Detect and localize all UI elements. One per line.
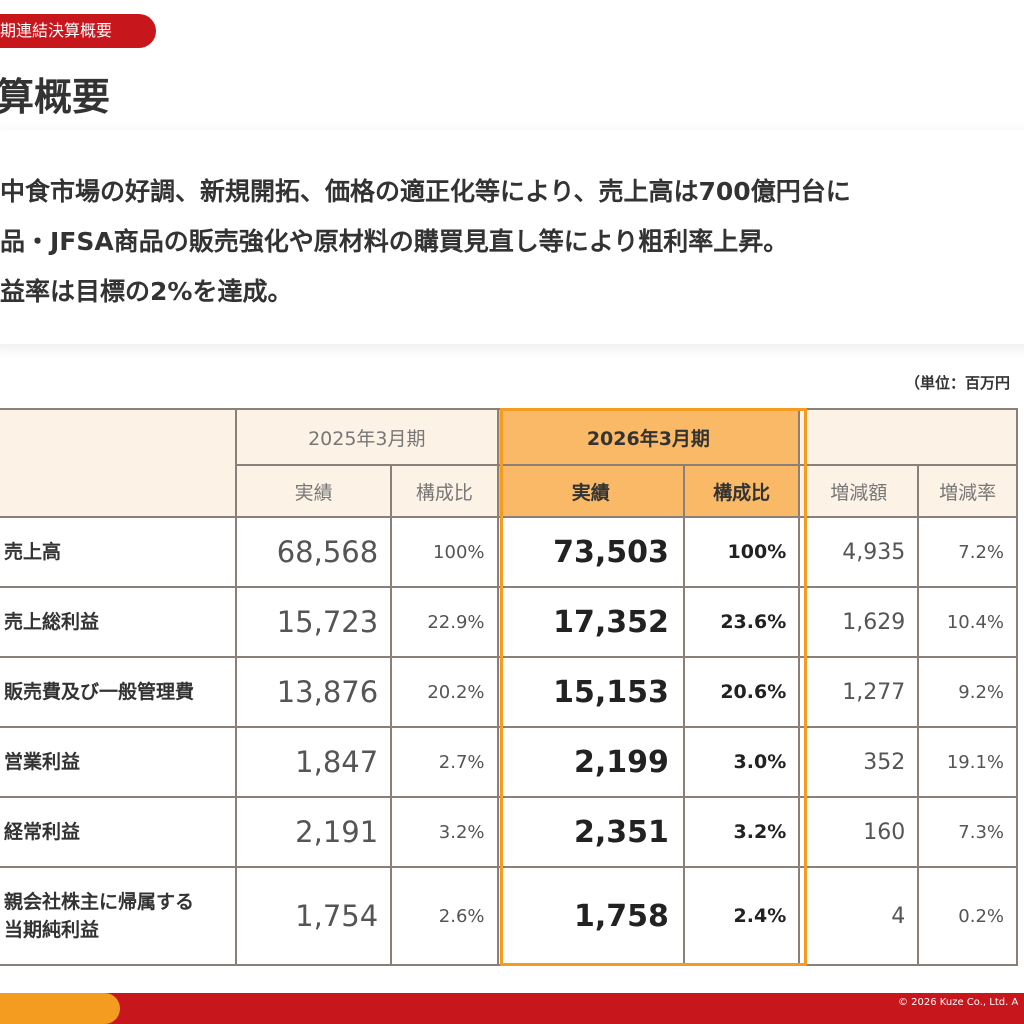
cur-actual: 73,503 bbox=[496, 516, 685, 588]
cur-actual: 1,758 bbox=[496, 866, 685, 966]
table-row: 親会社株主に帰属する 当期純利益 1,754 2.6% 1,758 2.4% 4… bbox=[0, 866, 1018, 966]
diff-rate: 7.2% bbox=[917, 516, 1018, 588]
row-label: 親会社株主に帰属する 当期純利益 bbox=[0, 866, 238, 966]
diff-amount: 4 bbox=[798, 866, 920, 966]
table-row: 販売費及び一般管理費 13,876 20.2% 15,153 20.6% 1,2… bbox=[0, 656, 1018, 728]
row-label-line-2: 当期純利益 bbox=[4, 919, 100, 941]
diff-rate: 19.1% bbox=[917, 726, 1018, 798]
prev-ratio: 100% bbox=[390, 516, 499, 588]
diff-amount: 1,629 bbox=[798, 586, 920, 658]
prev-ratio: 20.2% bbox=[390, 656, 499, 728]
prev-actual: 2,191 bbox=[235, 796, 393, 868]
copyright-text: © 2026 Kuze Co., Ltd. A bbox=[898, 997, 1019, 1008]
header-prev-actual: 実績 bbox=[235, 464, 393, 518]
diff-amount: 1,277 bbox=[798, 656, 920, 728]
summary-line-2: 品・JFSA商品の販売強化や原材料の購買見直し等により粗利率上昇。 bbox=[0, 227, 789, 256]
prev-ratio: 3.2% bbox=[390, 796, 499, 868]
row-label: 営業利益 bbox=[0, 726, 238, 798]
table-row: 経常利益 2,191 3.2% 2,351 3.2% 160 7.3% bbox=[0, 796, 1018, 868]
header-cur-actual: 実績 bbox=[496, 464, 685, 518]
cur-ratio: 2.4% bbox=[682, 866, 801, 966]
table-row: 営業利益 1,847 2.7% 2,199 3.0% 352 19.1% bbox=[0, 726, 1018, 798]
header-diff: 増減額 bbox=[798, 464, 920, 518]
row-label: 経常利益 bbox=[0, 796, 238, 868]
cur-actual: 15,153 bbox=[496, 656, 685, 728]
row-label: 販売費及び一般管理費 bbox=[0, 656, 238, 728]
summary-line-3: 益率は目標の2%を達成。 bbox=[0, 277, 293, 306]
prev-ratio: 2.7% bbox=[390, 726, 499, 798]
header-change bbox=[798, 408, 1018, 466]
diff-rate: 9.2% bbox=[917, 656, 1018, 728]
section-tag: 期連結決算概要 bbox=[0, 14, 156, 48]
header-prev-ratio: 構成比 bbox=[390, 464, 499, 518]
header-blank bbox=[0, 408, 238, 518]
cur-ratio: 3.0% bbox=[682, 726, 801, 798]
prev-ratio: 2.6% bbox=[390, 866, 499, 966]
diff-rate: 10.4% bbox=[917, 586, 1018, 658]
summary-line-1: 中食市場の好調、新規開拓、価格の適正化等により、売上高は700億円台に bbox=[0, 177, 851, 206]
cur-ratio: 100% bbox=[682, 516, 801, 588]
row-label: 売上高 bbox=[0, 516, 238, 588]
unit-label: （単位：百万円 bbox=[905, 374, 1011, 392]
prev-actual: 15,723 bbox=[235, 586, 393, 658]
table-row: 売上総利益 15,723 22.9% 17,352 23.6% 1,629 10… bbox=[0, 586, 1018, 658]
cur-ratio: 20.6% bbox=[682, 656, 801, 728]
diff-rate: 0.2% bbox=[917, 866, 1018, 966]
financial-table: 2025年3月期 2026年3月期 実績 構成比 実績 構成比 増減額 増減率 … bbox=[0, 408, 1018, 966]
diff-amount: 352 bbox=[798, 726, 920, 798]
page-title: 算概要 bbox=[0, 75, 111, 119]
cur-actual: 2,199 bbox=[496, 726, 685, 798]
row-label: 売上総利益 bbox=[0, 586, 238, 658]
cur-actual: 17,352 bbox=[496, 586, 685, 658]
diff-rate: 7.3% bbox=[917, 796, 1018, 868]
header-cur-ratio: 構成比 bbox=[682, 464, 801, 518]
header-prev-period: 2025年3月期 bbox=[235, 408, 499, 466]
prev-actual: 13,876 bbox=[235, 656, 393, 728]
summary-box: 中食市場の好調、新規開拓、価格の適正化等により、売上高は700億円台に 品・JF… bbox=[0, 130, 1024, 344]
diff-amount: 160 bbox=[798, 796, 920, 868]
prev-actual: 1,754 bbox=[235, 866, 393, 966]
table-row: 売上高 68,568 100% 73,503 100% 4,935 7.2% bbox=[0, 516, 1018, 588]
footer-accent bbox=[0, 993, 120, 1024]
header-cur-period: 2026年3月期 bbox=[496, 408, 801, 466]
cur-ratio: 3.2% bbox=[682, 796, 801, 868]
row-label-line-1: 親会社株主に帰属する bbox=[4, 891, 195, 913]
diff-amount: 4,935 bbox=[798, 516, 920, 588]
prev-ratio: 22.9% bbox=[390, 586, 499, 658]
prev-actual: 1,847 bbox=[235, 726, 393, 798]
prev-actual: 68,568 bbox=[235, 516, 393, 588]
cur-actual: 2,351 bbox=[496, 796, 685, 868]
footer-bar bbox=[0, 993, 1024, 1024]
cur-ratio: 23.6% bbox=[682, 586, 801, 658]
header-rate: 増減率 bbox=[917, 464, 1018, 518]
